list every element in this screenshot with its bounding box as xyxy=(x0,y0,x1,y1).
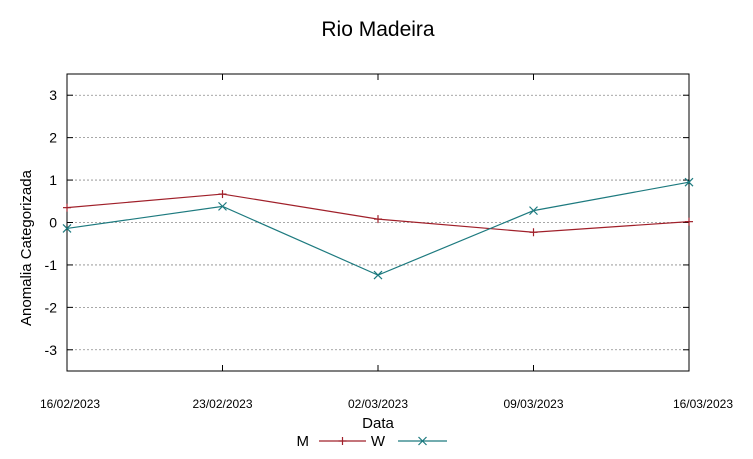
y-tick-label: 0 xyxy=(49,215,57,231)
series-line-w xyxy=(66,181,690,276)
x-tick-label: 16/02/2023 xyxy=(40,397,100,411)
y-axis-ticks: 3 2 1 0 -1 -2 -3 xyxy=(45,87,689,358)
data-point xyxy=(529,206,538,216)
x-tick-label: 09/03/2023 xyxy=(503,397,563,411)
data-point xyxy=(684,177,694,187)
legend-marker xyxy=(338,437,347,445)
y-tick-label: 3 xyxy=(49,87,57,103)
chart-title: Rio Madeira xyxy=(321,18,435,41)
y-tick-label: -3 xyxy=(45,342,58,358)
x-tick-label: 16/03/2023 xyxy=(673,397,733,411)
data-point xyxy=(529,228,538,237)
x-axis-ticks: 16/02/2023 23/02/2023 02/03/2023 09/03/2023… xyxy=(40,74,733,411)
x-tick-label: 02/03/2023 xyxy=(348,397,408,411)
series-lines xyxy=(62,177,694,280)
data-point xyxy=(373,270,383,280)
legend-label: M xyxy=(297,433,310,450)
x-tick-label: 23/02/2023 xyxy=(192,397,252,411)
data-point xyxy=(63,203,71,212)
data-point xyxy=(685,217,693,226)
x-axis-label: Data xyxy=(362,415,394,432)
legend-label: W xyxy=(371,433,386,450)
data-point xyxy=(218,190,227,199)
data-point xyxy=(62,224,72,233)
y-tick-label: -1 xyxy=(45,257,58,273)
y-tick-label: 2 xyxy=(49,130,57,146)
y-tick-label: 1 xyxy=(49,172,57,188)
y-axis-label: Anomalia Categorizada xyxy=(18,169,35,326)
data-point xyxy=(218,201,227,211)
y-tick-label: -2 xyxy=(45,299,58,315)
data-point xyxy=(374,215,382,224)
legend-marker xyxy=(418,436,427,446)
